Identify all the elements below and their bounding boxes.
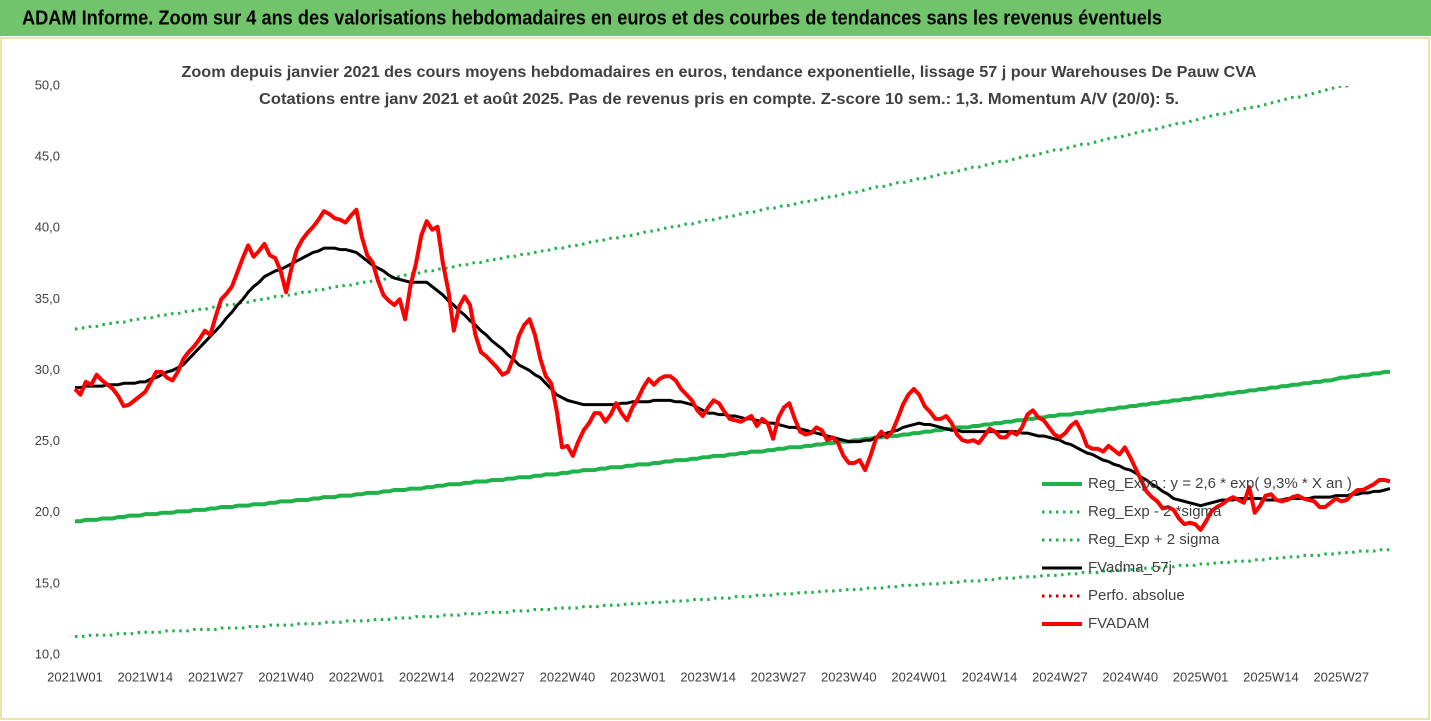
y-tick-label: 50,0 — [35, 77, 60, 92]
x-tick-label: 2022W27 — [469, 669, 525, 684]
chart-subtitle: Cotations entre janv 2021 et août 2025. … — [259, 91, 1179, 108]
x-tick-label: 2024W27 — [1032, 669, 1088, 684]
y-tick-label: 25,0 — [35, 433, 60, 448]
x-tick-label: 2022W01 — [329, 669, 385, 684]
x-tick-label: 2023W14 — [680, 669, 736, 684]
legend-text: Reg_Exp + 2 sigma — [1088, 531, 1220, 548]
series-line — [75, 548, 1390, 639]
y-tick-label: 30,0 — [35, 362, 60, 377]
series-line — [75, 246, 1391, 508]
legend-text: Perfo. absolue — [1088, 587, 1185, 604]
x-tick-label: 2021W14 — [118, 669, 174, 684]
series-line — [74, 86, 1353, 331]
x-tick-label: 2021W40 — [258, 669, 314, 684]
header-title: ADAM Informe. Zoom sur 4 ans des valoris… — [22, 7, 1162, 29]
x-tick-label: 2025W14 — [1243, 669, 1299, 684]
y-tick-label: 35,0 — [35, 291, 60, 306]
x-tick-label: 2024W01 — [891, 669, 947, 684]
series-line — [75, 369, 1390, 524]
y-tick-label: 45,0 — [35, 149, 60, 164]
x-tick-label: 2021W27 — [188, 669, 244, 684]
legend-text: FVADAM — [1088, 615, 1149, 632]
header-bar — [0, 0, 1431, 36]
x-tick-label: 2021W01 — [47, 669, 103, 684]
y-tick-label: 10,0 — [35, 646, 60, 661]
x-tick-label: 2025W27 — [1313, 669, 1369, 684]
x-tick-label: 2023W40 — [821, 669, 877, 684]
y-tick-label: 15,0 — [35, 575, 60, 590]
series-line — [73, 207, 1391, 532]
x-tick-label: 2023W27 — [751, 669, 807, 684]
y-tick-label: 40,0 — [35, 220, 60, 235]
x-tick-label: 2022W40 — [540, 669, 596, 684]
chart-title: Zoom depuis janvier 2021 des cours moyen… — [182, 64, 1257, 81]
x-tick-label: 2024W14 — [962, 669, 1018, 684]
plot-area — [73, 86, 1391, 639]
x-tick-label: 2022W14 — [399, 669, 455, 684]
x-tick-label: 2024W40 — [1102, 669, 1158, 684]
x-tick-label: 2023W01 — [610, 669, 666, 684]
x-tick-label: 2025W01 — [1173, 669, 1229, 684]
y-tick-label: 20,0 — [35, 504, 60, 519]
chart-frame — [0, 37, 1430, 720]
legend-text: Reg_Exp - 2 *sigma — [1088, 503, 1222, 520]
legend-text: Reg_Expo : y = 2,6 * exp( 9,3% * X an ) — [1088, 475, 1352, 492]
legend-text: FVadma_57j — [1088, 559, 1172, 576]
